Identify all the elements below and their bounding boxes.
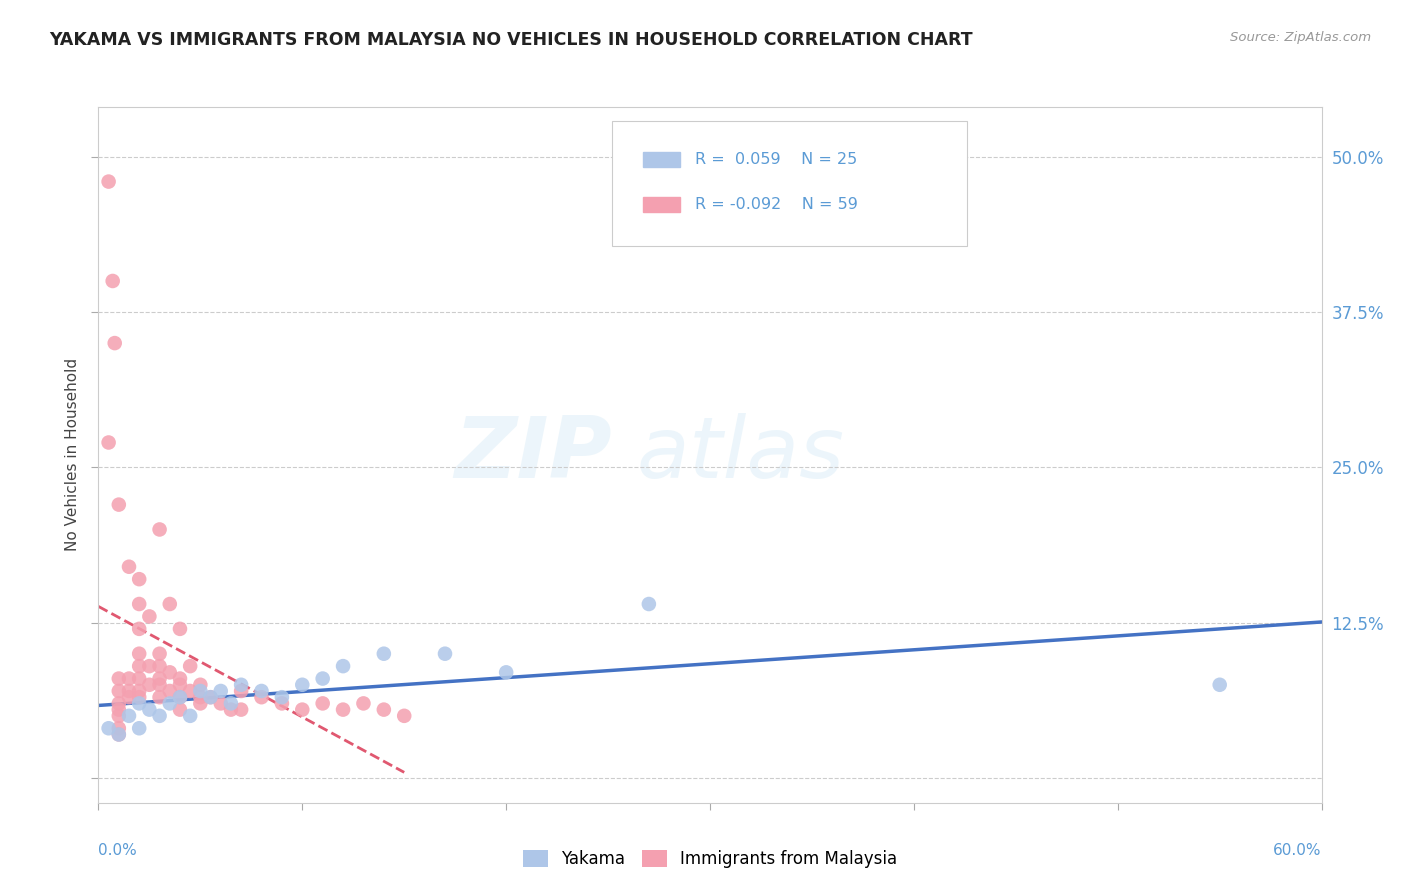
Point [108,727,131,741]
Point [138,659,160,673]
Point [179,659,201,673]
Point [352,697,374,711]
Point [118,672,141,686]
Point [128,597,150,611]
Point [188,690,212,705]
Point [97,721,120,735]
Point [128,690,150,705]
Point [149,659,172,673]
Point [188,684,212,698]
Point [638,597,661,611]
Text: 0.0%: 0.0% [98,843,138,858]
Point [128,721,150,735]
Point [188,678,212,692]
Point [270,697,294,711]
Point [149,672,172,686]
Point [169,703,191,717]
Text: ZIP: ZIP [454,413,612,497]
Point [392,708,416,723]
Point [312,672,335,686]
Bar [643,152,681,167]
Point [108,727,131,741]
Point [118,559,141,574]
Point [149,523,172,537]
Point [209,684,232,698]
Y-axis label: No Vehicles in Household: No Vehicles in Household [65,359,80,551]
Point [118,708,141,723]
Point [200,690,222,705]
Point [138,703,160,717]
Point [219,697,242,711]
Point [128,647,150,661]
Point [159,697,181,711]
Point [169,622,191,636]
Point [118,690,141,705]
Point [128,622,150,636]
Point [209,697,232,711]
Point [373,703,395,717]
Point [169,678,191,692]
Point [312,697,335,711]
Point [159,597,181,611]
Point [291,703,314,717]
FancyBboxPatch shape [612,121,967,246]
Bar [643,197,681,212]
Text: R =  0.059    N = 25: R = 0.059 N = 25 [695,152,858,167]
Point [108,498,131,512]
Point [495,665,517,680]
Point [149,647,172,661]
Point [149,708,172,723]
Point [128,684,150,698]
Point [128,659,150,673]
Point [128,672,150,686]
Point [149,678,172,692]
Point [231,703,253,717]
Point [97,435,120,450]
Point [101,274,124,288]
Text: 60.0%: 60.0% [1274,843,1322,858]
Point [108,703,131,717]
Point [169,672,191,686]
Point [169,690,191,705]
Text: Source: ZipAtlas.com: Source: ZipAtlas.com [1230,31,1371,45]
Point [128,697,150,711]
Point [434,647,457,661]
Point [128,572,150,586]
Point [200,690,222,705]
Point [108,697,131,711]
Point [231,684,253,698]
Point [231,678,253,692]
Point [104,336,127,351]
Point [97,175,120,189]
Point [118,684,141,698]
Point [250,690,273,705]
Point [159,665,181,680]
Text: YAKAMA VS IMMIGRANTS FROM MALAYSIA NO VEHICLES IN HOUSEHOLD CORRELATION CHART: YAKAMA VS IMMIGRANTS FROM MALAYSIA NO VE… [49,31,973,49]
Point [179,708,201,723]
Point [219,703,242,717]
Point [188,697,212,711]
Point [108,721,131,735]
Point [179,684,201,698]
Point [270,690,294,705]
Point [332,703,354,717]
Point [108,684,131,698]
Point [159,684,181,698]
Text: R = -0.092    N = 59: R = -0.092 N = 59 [695,197,858,212]
Point [108,672,131,686]
Legend: Yakama, Immigrants from Malaysia: Yakama, Immigrants from Malaysia [516,843,904,874]
Point [138,609,160,624]
Point [1209,678,1232,692]
Point [138,678,160,692]
Point [332,659,354,673]
Point [291,678,314,692]
Point [149,690,172,705]
Point [250,684,273,698]
Point [108,708,131,723]
Point [169,690,191,705]
Text: atlas: atlas [637,413,845,497]
Point [373,647,395,661]
